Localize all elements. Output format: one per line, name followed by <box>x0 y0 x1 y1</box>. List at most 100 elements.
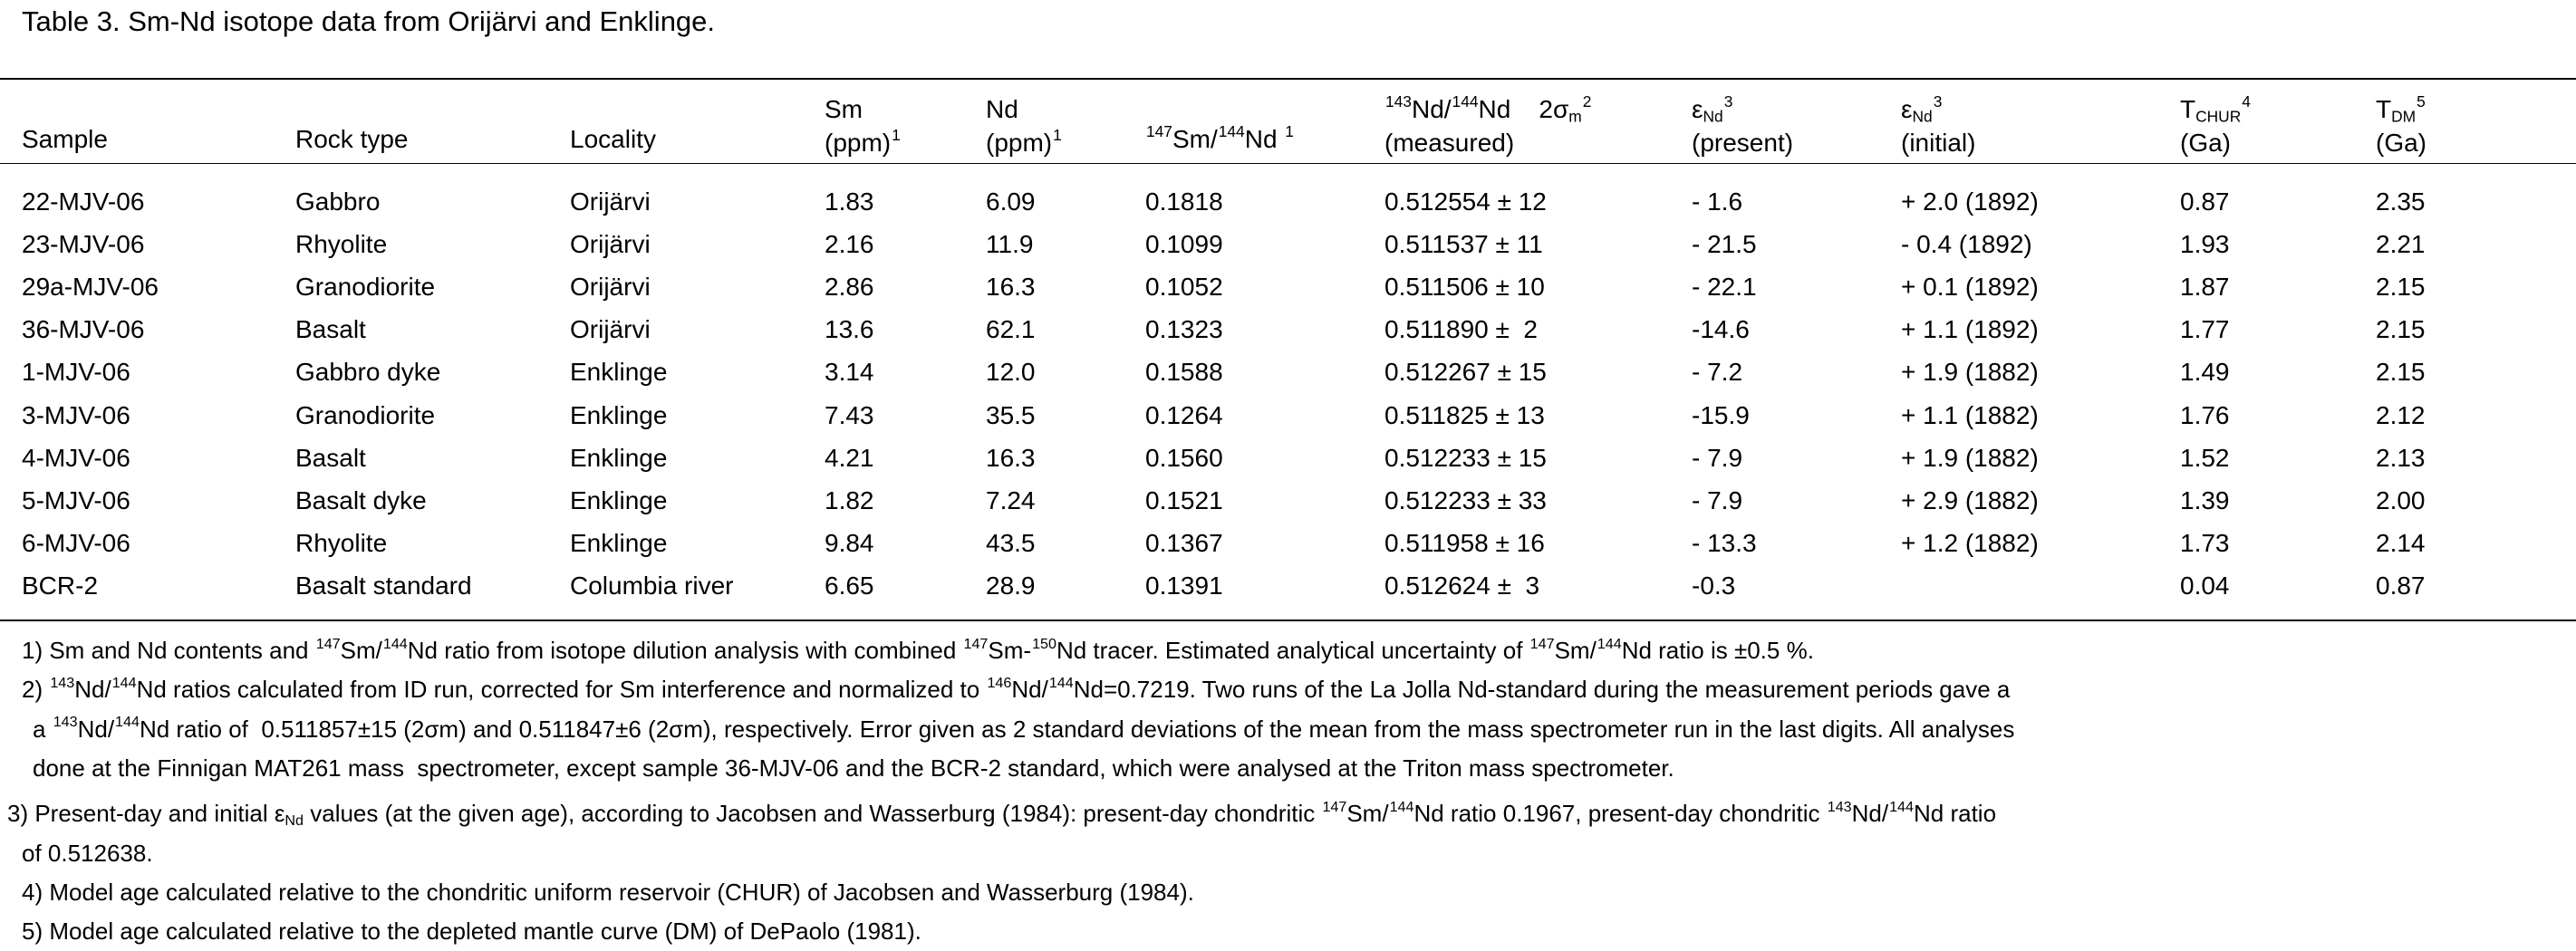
table-cell: 0.1323 <box>1145 315 1223 344</box>
header-cell: Sm (ppm)1 <box>825 91 901 159</box>
subscript: m <box>1568 107 1582 126</box>
table-cell: 0.511890 ± 2 <box>1384 315 1538 344</box>
text-run: Nd ratio <box>1913 800 1997 828</box>
header-cell: Sample <box>22 91 108 159</box>
superscript: 147 <box>1146 121 1172 140</box>
superscript: 144 <box>1218 121 1245 140</box>
text-run: 1) Sm and Nd contents and <box>22 637 315 664</box>
text-run: T <box>2376 95 2392 123</box>
superscript: 147 <box>963 635 989 652</box>
table-cell: 3.14 <box>825 358 874 387</box>
superscript: 143 <box>1827 798 1852 815</box>
table-cell: Orijärvi <box>570 230 651 259</box>
table-cell: 1.39 <box>2180 485 2230 514</box>
table-cell: 16.3 <box>986 443 1036 472</box>
header-cell: TCHUR4 (Ga) <box>2180 91 2251 159</box>
table-cell: Basalt <box>295 315 366 344</box>
table-cell: 1.82 <box>825 485 874 514</box>
table-cell: - 0.4 (1892) <box>1901 230 2032 259</box>
table-cell: Enklinge <box>570 400 668 429</box>
superscript: 146 <box>987 675 1012 692</box>
header-rule <box>0 163 2576 164</box>
table-cell: Enklinge <box>570 358 668 387</box>
table-cell: 6.09 <box>986 187 1036 216</box>
table-cell: Rhyolite <box>295 230 388 259</box>
text-run: Nd 2σ <box>1478 95 1569 123</box>
table-cell: Rhyolite <box>295 528 388 557</box>
header-line: 147Sm/144Nd 1 <box>1145 122 1294 156</box>
superscript: 147 <box>1322 798 1347 815</box>
table-cell: 0.87 <box>2376 571 2426 600</box>
superscript: 144 <box>382 635 408 652</box>
text-run: 5) Model age calculated relative to the … <box>22 917 921 946</box>
table-cell: -15.9 <box>1692 400 1750 429</box>
text-run: Nd ratio from isotope dilution analysis … <box>407 637 963 664</box>
table-cell: Enklinge <box>570 485 668 514</box>
table-cell: 2.12 <box>2376 400 2426 429</box>
table-cell: 43.5 <box>986 528 1036 557</box>
text-run: done at the Finnigan MAT261 mass spectro… <box>33 754 1674 782</box>
header-line: 143Nd/144Nd 2σm2 <box>1384 92 1591 126</box>
table-cell: + 2.0 (1892) <box>1901 187 2039 216</box>
header-cell: TDM5 (Ga) <box>2376 91 2426 159</box>
table-cell: 0.1367 <box>1145 528 1223 557</box>
superscript: 144 <box>1597 635 1622 652</box>
table-cell: 1.87 <box>2180 273 2230 302</box>
text-run: Nd tracer. Estimated analytical uncertai… <box>1056 637 1529 664</box>
superscript: 1 <box>1053 125 1062 144</box>
table-cell: 22-MJV-06 <box>22 187 145 216</box>
table-cell: 13.6 <box>825 315 874 344</box>
table-cell: 0.511537 ± 11 <box>1384 230 1543 259</box>
table-cell: 36-MJV-06 <box>22 315 145 344</box>
table-cell: - 13.3 <box>1692 528 1757 557</box>
text-run: 3) Present-day and initial ε <box>7 800 285 828</box>
header-cell: 143Nd/144Nd 2σm2 (measured) <box>1384 91 1591 159</box>
table-cell: 0.1099 <box>1145 230 1223 259</box>
table-cell: 1.73 <box>2180 528 2230 557</box>
subscript: Nd <box>1703 107 1723 126</box>
text-run: Sm/ <box>1346 800 1389 828</box>
table-cell: 0.512267 ± 15 <box>1384 358 1547 387</box>
table-cell: Basalt standard <box>295 571 472 600</box>
table-cell: Orijärvi <box>570 187 651 216</box>
table-cell: 0.1560 <box>1145 443 1223 472</box>
table-cell: - 21.5 <box>1692 230 1757 259</box>
text-run: (ppm) <box>825 129 892 157</box>
superscript: 1 <box>892 125 901 144</box>
text-run: Sm/ <box>1554 637 1597 664</box>
text-run: Sample <box>22 125 108 153</box>
table-cell: 0.1818 <box>1145 187 1223 216</box>
text-run: Nd/ <box>1011 676 1048 704</box>
text-run: Sm/ <box>1172 125 1218 153</box>
superscript: 147 <box>1529 635 1555 652</box>
text-run: Nd <box>986 95 1018 123</box>
table-cell: Gabbro dyke <box>295 358 441 387</box>
text-run: T <box>2180 95 2196 123</box>
table-cell: Granodiorite <box>295 273 436 302</box>
table-cell: 0.1391 <box>1145 571 1223 600</box>
footnote-line: of 0.512638. <box>22 834 2576 873</box>
text-run: Nd ratio 0.1967, present-day chondritic <box>1413 800 1827 828</box>
superscript: 143 <box>53 714 78 731</box>
header-line: TDM5 <box>2376 92 2426 126</box>
text-run: (measured) <box>1384 129 1515 157</box>
table-cell: 35.5 <box>986 400 1036 429</box>
table-cell: 0.512233 ± 33 <box>1384 485 1547 514</box>
table-cell: Gabbro <box>295 187 381 216</box>
header-line: Locality <box>570 122 656 156</box>
header-line: Sample <box>22 122 108 156</box>
table-cell: -0.3 <box>1692 571 1736 600</box>
table-cell: Orijärvi <box>570 273 651 302</box>
superscript: 144 <box>1452 91 1479 110</box>
header-line: (Ga) <box>2376 126 2426 159</box>
superscript: 1 <box>1285 121 1294 140</box>
table-cell: 0.1264 <box>1145 400 1223 429</box>
table-cell: - 22.1 <box>1692 273 1757 302</box>
table-cell: Granodiorite <box>295 400 436 429</box>
table-cell: 2.86 <box>825 273 874 302</box>
table-cell: Basalt <box>295 443 366 472</box>
text-run: (Ga) <box>2376 129 2426 157</box>
table-cell: + 1.9 (1882) <box>1901 358 2039 387</box>
superscript: 144 <box>1389 798 1414 815</box>
